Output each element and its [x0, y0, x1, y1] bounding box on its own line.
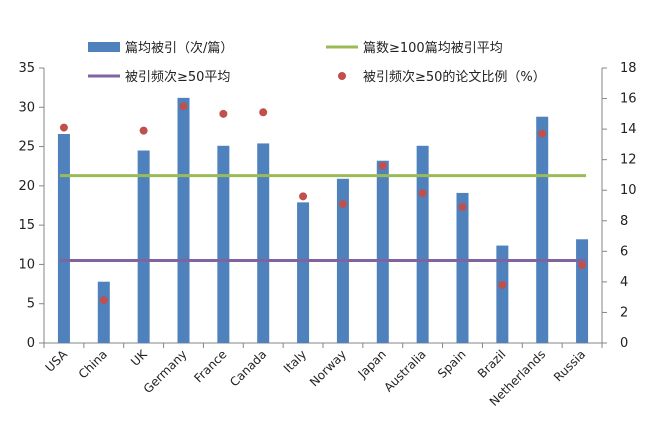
bar	[297, 202, 310, 343]
y-left-tick-label: 35	[18, 61, 35, 76]
legend-label: 篇数≥100篇均被引平均	[363, 41, 503, 56]
scatter-point	[458, 203, 467, 212]
bar	[456, 192, 469, 343]
y-right-tick-label: 2	[620, 305, 628, 320]
y-right-tick-label: 6	[620, 244, 628, 259]
scatter-point	[219, 109, 228, 118]
y-left-tick-label: 10	[18, 257, 35, 272]
scatter-point	[59, 123, 68, 132]
y-right-tick-label: 16	[620, 92, 637, 107]
bar	[177, 97, 190, 343]
bar	[217, 145, 230, 343]
x-category-label: China	[76, 347, 110, 381]
legend-label: 被引频次≥50的论文比例（%）	[363, 69, 546, 85]
x-category-label: Italy	[281, 347, 309, 375]
legend-label: 被引频次≥50平均	[125, 69, 230, 85]
x-category-label: Brazil	[475, 347, 509, 381]
bar	[376, 160, 389, 343]
bar	[536, 116, 549, 343]
scatter-point	[259, 108, 268, 117]
x-category-label: Norway	[307, 347, 349, 389]
scatter-point	[179, 102, 188, 111]
y-right-tick-label: 14	[620, 122, 637, 137]
x-category-label: Russia	[551, 347, 588, 384]
y-right-tick-label: 18	[620, 61, 637, 76]
scatter-point	[498, 280, 507, 289]
x-category-label: UK	[128, 346, 150, 368]
bar	[257, 143, 270, 343]
bar	[97, 281, 110, 343]
x-category-label: Germany	[141, 347, 190, 396]
y-left-tick-label: 15	[18, 218, 35, 233]
scatter-point	[538, 129, 547, 138]
scatter-point	[378, 161, 387, 170]
y-right-tick-label: 12	[620, 153, 637, 168]
scatter-point	[338, 199, 347, 208]
y-left-tick-label: 30	[18, 100, 35, 115]
y-right-tick-label: 8	[620, 214, 628, 229]
y-left-tick-label: 25	[18, 140, 35, 155]
scatter-point	[578, 261, 587, 270]
x-category-label: Japan	[355, 347, 389, 381]
scatter-point	[99, 296, 108, 305]
x-category-label: Australia	[381, 347, 428, 394]
x-category-label: Spain	[435, 347, 469, 381]
bar	[496, 245, 509, 343]
scatter-point	[139, 126, 148, 135]
y-left-tick-label: 0	[27, 336, 35, 351]
scatter-point	[418, 189, 427, 198]
legend-label: 篇均被引（次/篇）	[125, 40, 233, 56]
x-category-label: Canada	[227, 347, 269, 389]
y-right-tick-label: 4	[620, 275, 628, 290]
bar	[137, 150, 150, 343]
bar	[576, 239, 589, 343]
x-category-label: France	[191, 347, 229, 385]
y-right-tick-label: 0	[620, 336, 628, 351]
y-left-tick-label: 5	[27, 297, 35, 312]
y-left-tick-label: 20	[18, 179, 35, 194]
bar	[57, 134, 70, 343]
scatter-point	[299, 192, 308, 201]
legend-swatch-dot	[338, 72, 346, 80]
x-category-label: USA	[43, 347, 71, 375]
y-right-tick-label: 10	[620, 183, 637, 198]
legend-swatch-bar	[88, 42, 120, 52]
